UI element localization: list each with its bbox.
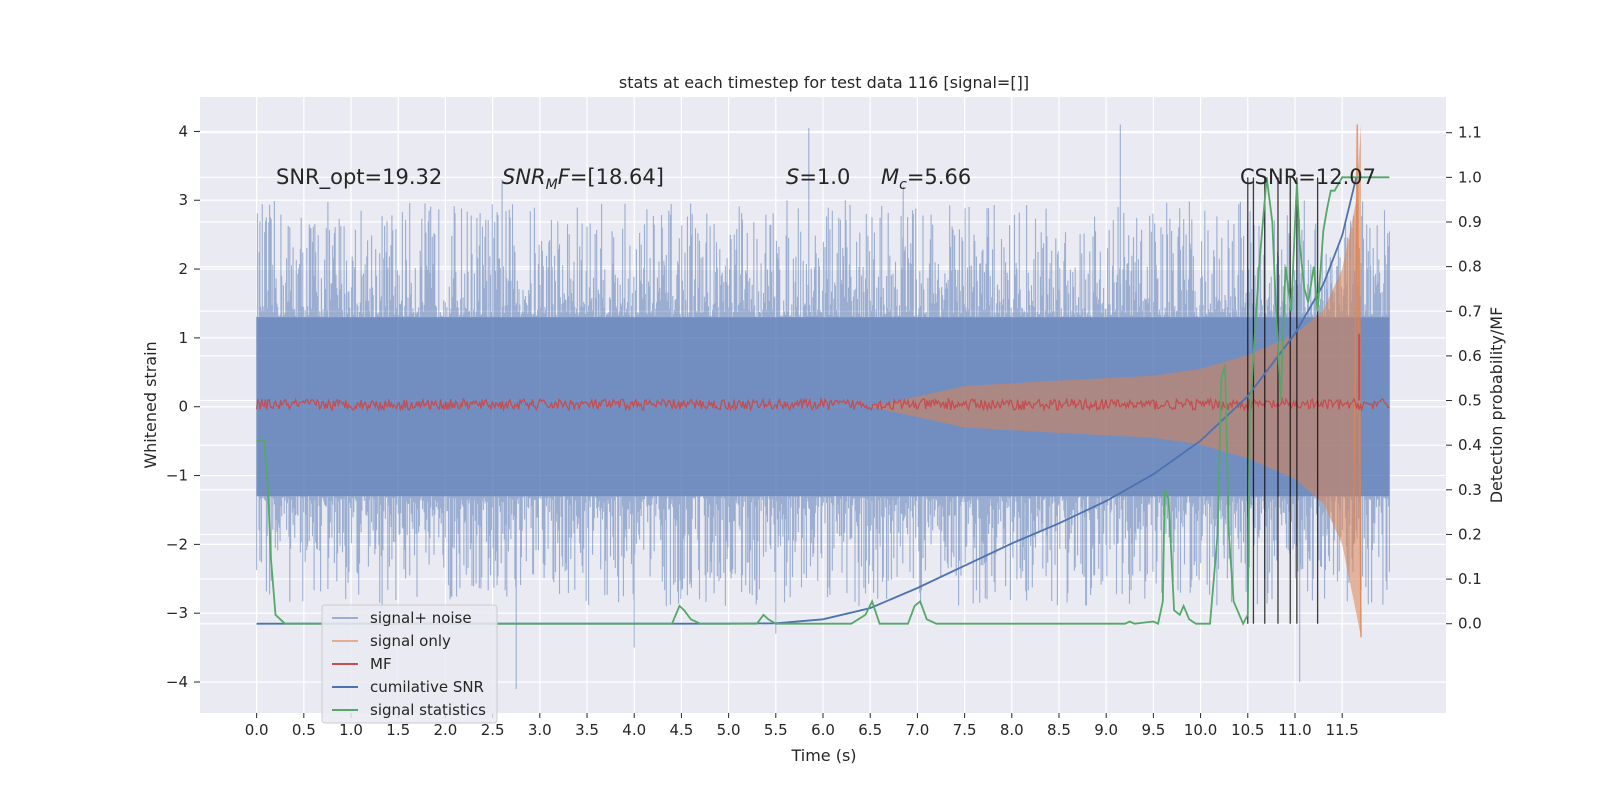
y-axis-ticks: 4 3 2 1 0 −1 −2 −3 −4 xyxy=(166,122,200,691)
y-tick-label: −3 xyxy=(166,604,188,622)
annotation-mc-symbol: M xyxy=(881,165,899,189)
y-tick-label: 0 xyxy=(178,398,188,416)
annotation-mc: Mc=5.66 xyxy=(881,165,971,193)
y2-tick-label: 0.5 xyxy=(1458,392,1482,410)
chart-title: stats at each timestep for test data 116… xyxy=(619,73,1029,92)
y-tick-label: 1 xyxy=(178,329,188,347)
x-tick-label: 1.0 xyxy=(339,721,363,739)
x-tick-label: 5.0 xyxy=(717,721,741,739)
y2-tick-label: 1.0 xyxy=(1458,168,1482,186)
annotation-snr-mf: SNRMF=[18.64] xyxy=(502,165,664,193)
x-tick-label: 8.5 xyxy=(1047,721,1071,739)
y2-tick-label: 0.6 xyxy=(1458,347,1482,365)
y-tick-label: 4 xyxy=(178,122,188,140)
legend: signal+ noise signal only MF cumilative SNR… xyxy=(321,604,498,724)
x-tick-label: 10.0 xyxy=(1184,721,1217,739)
signal-merger-spike xyxy=(1352,124,1362,638)
y-tick-label: 2 xyxy=(178,260,188,278)
y-tick-label: −4 xyxy=(166,673,188,691)
annotation-s-value: =1.0 xyxy=(799,165,850,189)
x-tick-label: 7.0 xyxy=(905,721,929,739)
y-tick-label: −2 xyxy=(166,535,188,553)
cumulative-snr-series xyxy=(256,177,1358,625)
y-tick-label: −1 xyxy=(166,467,188,485)
legend-label: signal statistics xyxy=(370,701,486,719)
annotation-s-symbol: S xyxy=(786,165,799,189)
annotation-mc-value: =5.66 xyxy=(907,165,971,189)
x-tick-label: 6.5 xyxy=(858,721,882,739)
x-tick-label: 9.0 xyxy=(1094,721,1118,739)
annotation-snr-mf-value: =[18.64] xyxy=(570,165,664,189)
x-tick-label: 0.0 xyxy=(245,721,269,739)
x-tick-label: 0.5 xyxy=(292,721,316,739)
x-tick-label: 6.0 xyxy=(811,721,835,739)
signal-only-series xyxy=(870,124,1362,638)
annotation-snr-mf-subscript: M xyxy=(546,177,558,193)
y2-axis-label: Detection probability/MF xyxy=(1487,307,1506,504)
x-axis-ticks: 0.0 0.5 1.0 1.5 2.0 2.5 3.0 3.5 4.0 4.5 5.0 5.5 6.0 6… xyxy=(245,713,1359,739)
x-tick-label: 4.0 xyxy=(622,721,646,739)
y2-tick-label: 0.8 xyxy=(1458,258,1482,276)
y-axis-label: Whitened strain xyxy=(141,341,160,468)
y2-tick-label: 0.0 xyxy=(1458,615,1482,633)
signal-statistics-line xyxy=(256,176,1390,626)
annotation-mc-subscript: c xyxy=(899,177,907,193)
annotation-snr-opt: SNR_opt=19.32 xyxy=(276,165,442,190)
y2-tick-label: 0.9 xyxy=(1458,213,1482,231)
y2-tick-label: 1.1 xyxy=(1458,124,1482,142)
annotation-s: S=1.0 xyxy=(786,165,850,189)
x-tick-label: 9.5 xyxy=(1141,721,1165,739)
y2-tick-label: 0.2 xyxy=(1458,525,1482,543)
cumulative-snr-line xyxy=(256,177,1358,625)
legend-label: signal+ noise xyxy=(370,609,472,627)
legend-label: MF xyxy=(370,655,392,673)
x-tick-label: 10.5 xyxy=(1231,721,1264,739)
annotation-snr-mf-symbol: SNR xyxy=(502,165,546,189)
x-tick-label: 4.5 xyxy=(669,721,693,739)
y2-axis-ticks: 1.1 1.0 0.9 0.8 0.7 0.6 0.5 0.4 0.3 0.2 0.1 0.0 xyxy=(1446,124,1482,633)
y2-tick-label: 0.3 xyxy=(1458,481,1482,499)
y2-tick-label: 0.4 xyxy=(1458,436,1482,454)
x-tick-label: 5.5 xyxy=(764,721,788,739)
x-axis-label: Time (s) xyxy=(790,746,856,765)
mf-trace xyxy=(255,396,1390,413)
y2-tick-label: 0.7 xyxy=(1458,302,1482,320)
x-tick-label: 3.0 xyxy=(528,721,552,739)
signal-statistics-series xyxy=(256,176,1390,626)
legend-box xyxy=(321,604,498,724)
mf-series xyxy=(255,333,1390,413)
x-tick-label: 2.0 xyxy=(433,721,457,739)
annotation-csnr: CSNR=12.07 xyxy=(1240,165,1376,189)
y-tick-label: 3 xyxy=(178,191,188,209)
legend-label: cumilative SNR xyxy=(370,678,484,696)
signal-envelope xyxy=(870,124,1361,638)
y2-tick-label: 0.1 xyxy=(1458,570,1482,588)
x-tick-label: 3.5 xyxy=(575,721,599,739)
legend-label: signal only xyxy=(370,632,451,650)
annotation-snr-mf-symbol-f: F xyxy=(558,165,571,189)
x-tick-label: 8.0 xyxy=(1000,721,1024,739)
x-tick-label: 2.5 xyxy=(481,721,505,739)
x-tick-label: 11.5 xyxy=(1325,721,1358,739)
x-tick-label: 11.0 xyxy=(1278,721,1311,739)
x-tick-label: 1.5 xyxy=(386,721,410,739)
x-tick-label: 7.5 xyxy=(953,721,977,739)
